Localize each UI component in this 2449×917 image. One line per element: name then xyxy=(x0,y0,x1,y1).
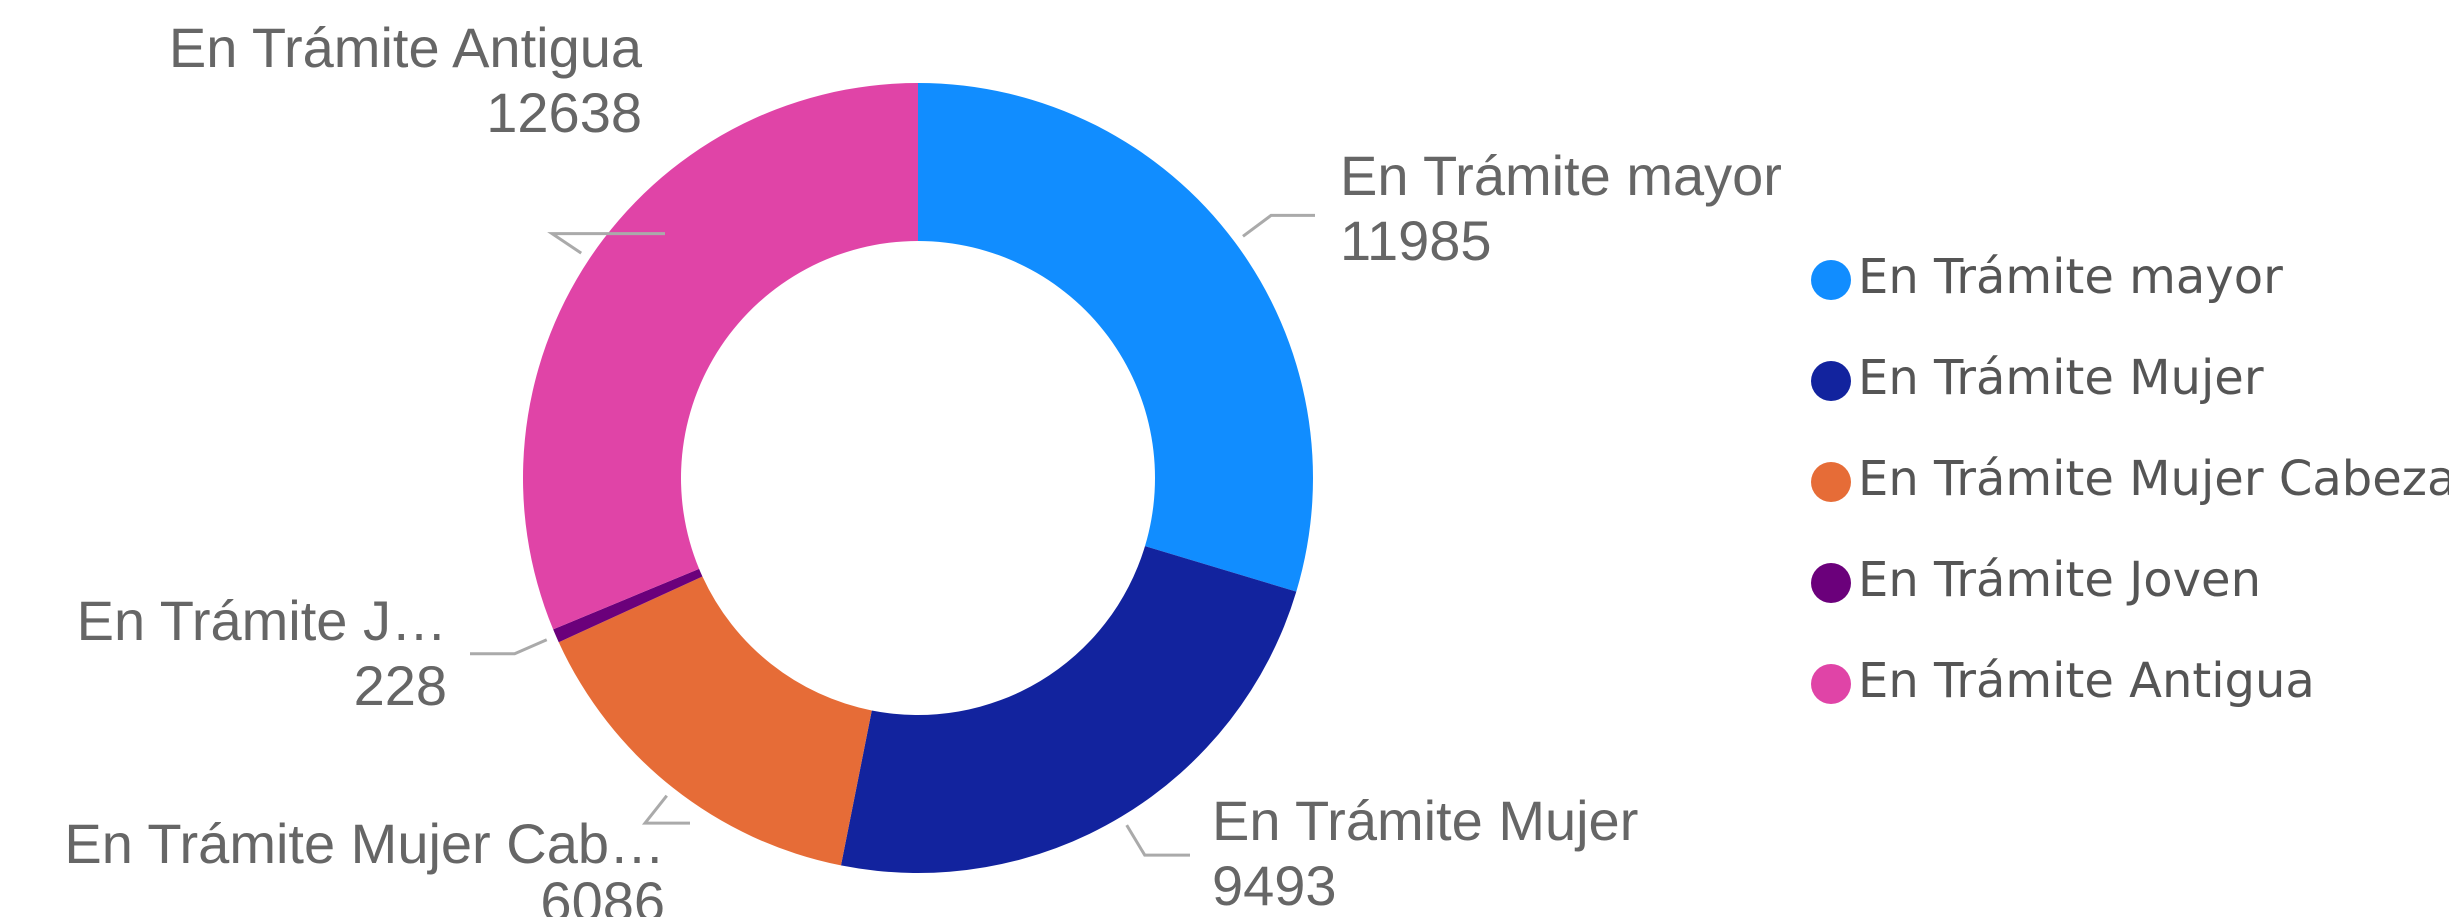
donut-slice xyxy=(522,83,918,630)
legend-marker xyxy=(1811,260,1851,300)
legend-label: En Trámite Mujer Cabeza xyxy=(1858,451,2449,507)
data-label-value: 9493 xyxy=(1212,854,1337,917)
leader-line xyxy=(470,638,548,656)
data-label-name: En Trámite Mujer xyxy=(1212,789,1638,852)
data-label-value: 11985 xyxy=(1340,209,1492,272)
legend-marker xyxy=(1811,664,1851,704)
legend-marker xyxy=(1811,462,1851,502)
donut-slice xyxy=(558,576,872,866)
data-label-value: 228 xyxy=(354,654,447,717)
legend-label: En Trámite Mujer xyxy=(1858,350,2264,406)
donut-slice xyxy=(840,546,1297,873)
donut-slice xyxy=(918,83,1313,592)
legend-label: En Trámite Joven xyxy=(1858,552,2261,608)
leader-line xyxy=(1242,213,1315,238)
legend-marker xyxy=(1811,361,1851,401)
legend-marker xyxy=(1811,563,1851,603)
data-label-name: En Trámite J… xyxy=(77,589,447,652)
leader-line xyxy=(547,232,665,255)
data-label-name: En Trámite Mujer Cab… xyxy=(64,812,665,875)
leader-line xyxy=(641,794,690,825)
legend-label: En Trámite mayor xyxy=(1858,249,2283,305)
donut-slice xyxy=(553,568,703,643)
data-label-name: En Trámite Antigua xyxy=(169,16,643,79)
legend-label: En Trámite Antigua xyxy=(1858,653,2315,709)
data-label-value: 6086 xyxy=(540,870,665,917)
data-label-name: En Trámite mayor xyxy=(1340,144,1782,207)
data-label-value: 12638 xyxy=(486,81,642,144)
leader-line xyxy=(1125,824,1190,857)
